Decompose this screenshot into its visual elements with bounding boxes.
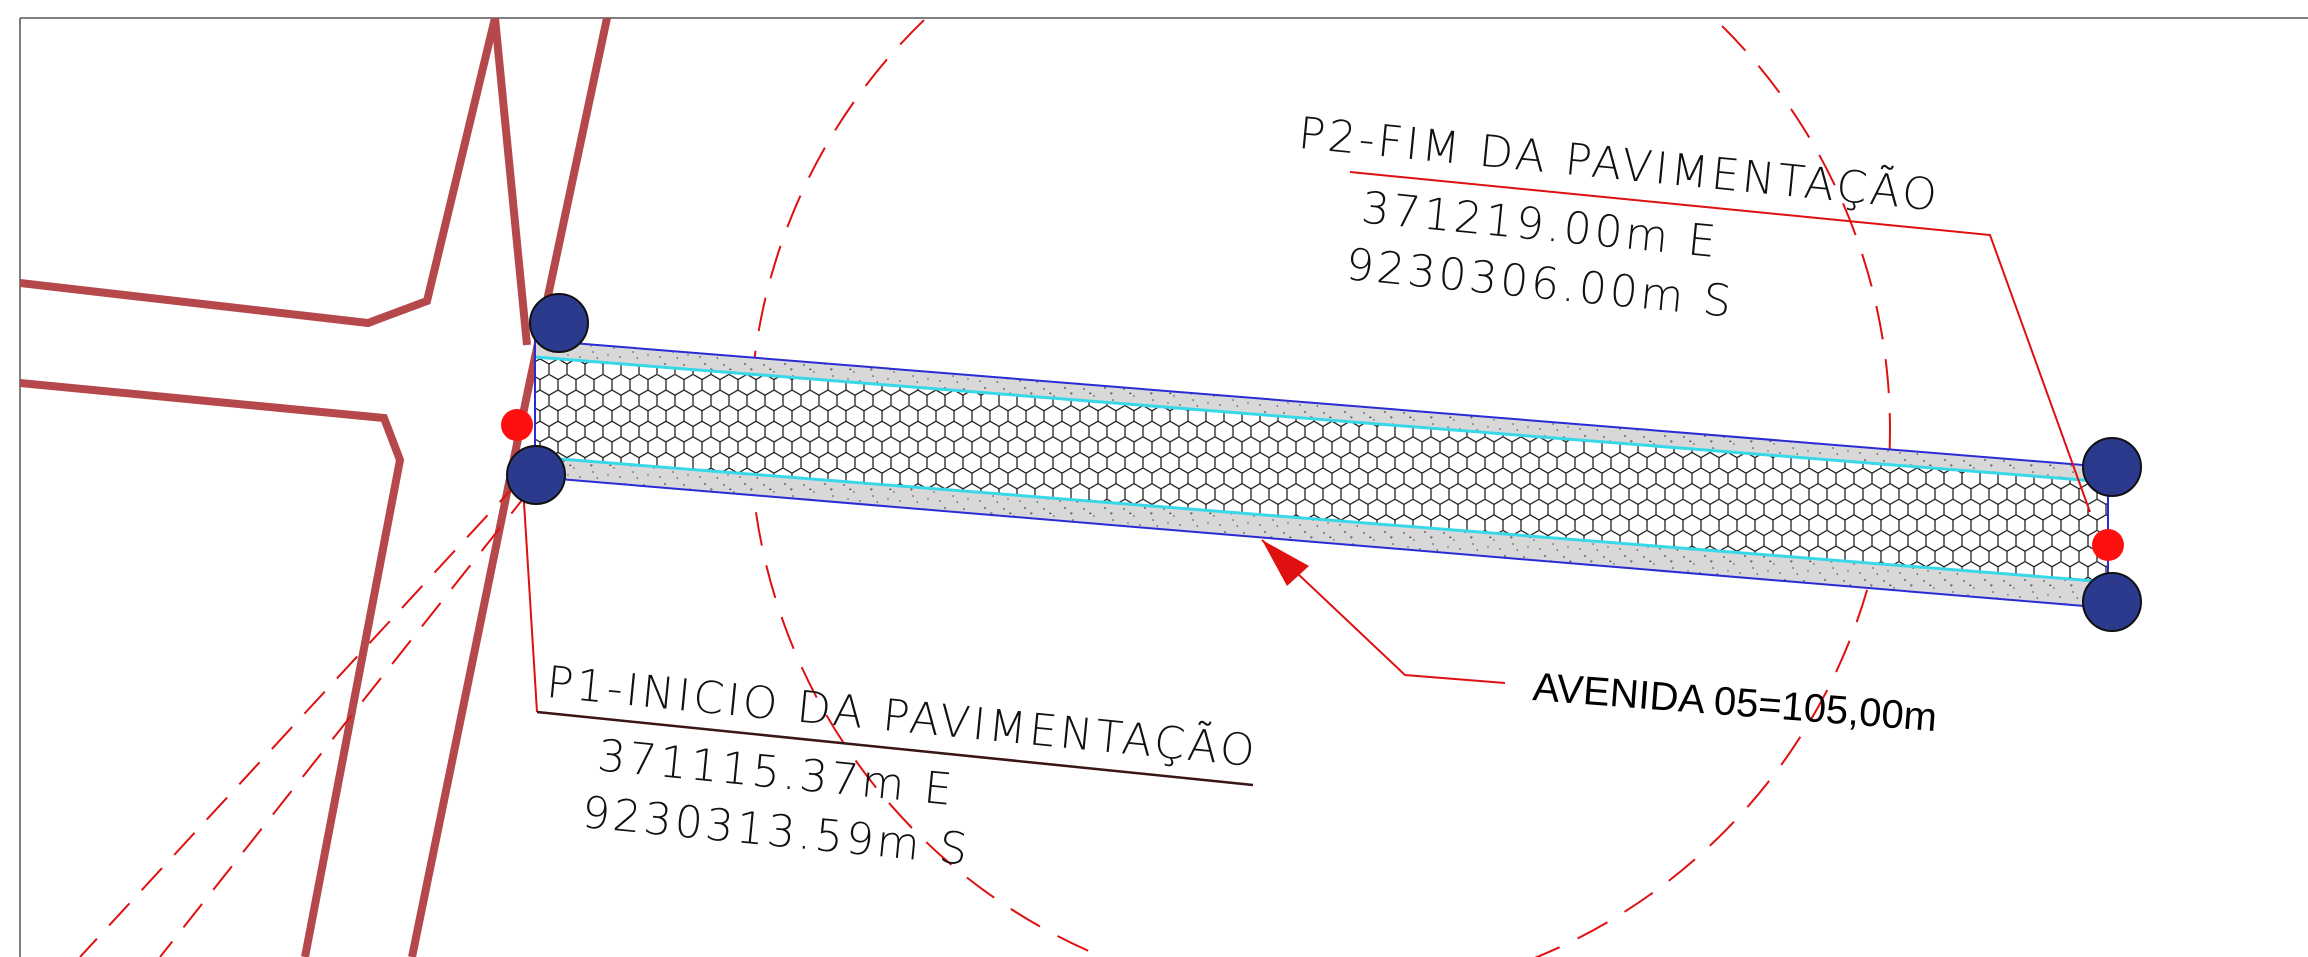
dashed-guide-line-2 [159, 489, 531, 957]
curb-line-bottom [534, 455, 2109, 584]
p2-point-marker [2092, 529, 2124, 561]
road-label-arrowhead [1262, 540, 1309, 586]
street-outline-lower [408, 394, 531, 957]
p2-leader-line [1349, 171, 2091, 513]
corner-marker-bottom-left [506, 445, 566, 505]
street-outline-center-left [491, 18, 531, 346]
p1-underline [536, 710, 1254, 787]
corner-marker-top-left [529, 293, 589, 353]
road-label-leader [1261, 539, 1506, 684]
corner-marker-bottom-right [2082, 572, 2142, 632]
street-outline-mid-left [20, 379, 405, 957]
curb-line-top [534, 355, 2109, 484]
p1-point-marker [501, 409, 533, 441]
road-edge-bottom [534, 476, 2109, 609]
dashed-guide-line-1 [79, 479, 521, 957]
p1-leader-line-vertical [521, 469, 538, 713]
p2-annotation: P2-FIM DA PAVIMENTAÇÃO 371219.00m E 9230… [1296, 107, 1942, 328]
road-paving-hexagons [535, 357, 2108, 582]
p1-annotation: P1-INICIO DA PAVIMENTAÇÃO 371115.37m E 9… [544, 656, 1260, 876]
road-edge-top [534, 339, 2109, 468]
street-outline-top-left [20, 18, 499, 328]
corner-marker-top-right [2082, 437, 2142, 497]
road-length-label: AVENIDA 05=105,00m [1531, 665, 1938, 740]
street-outlines [20, 18, 611, 957]
